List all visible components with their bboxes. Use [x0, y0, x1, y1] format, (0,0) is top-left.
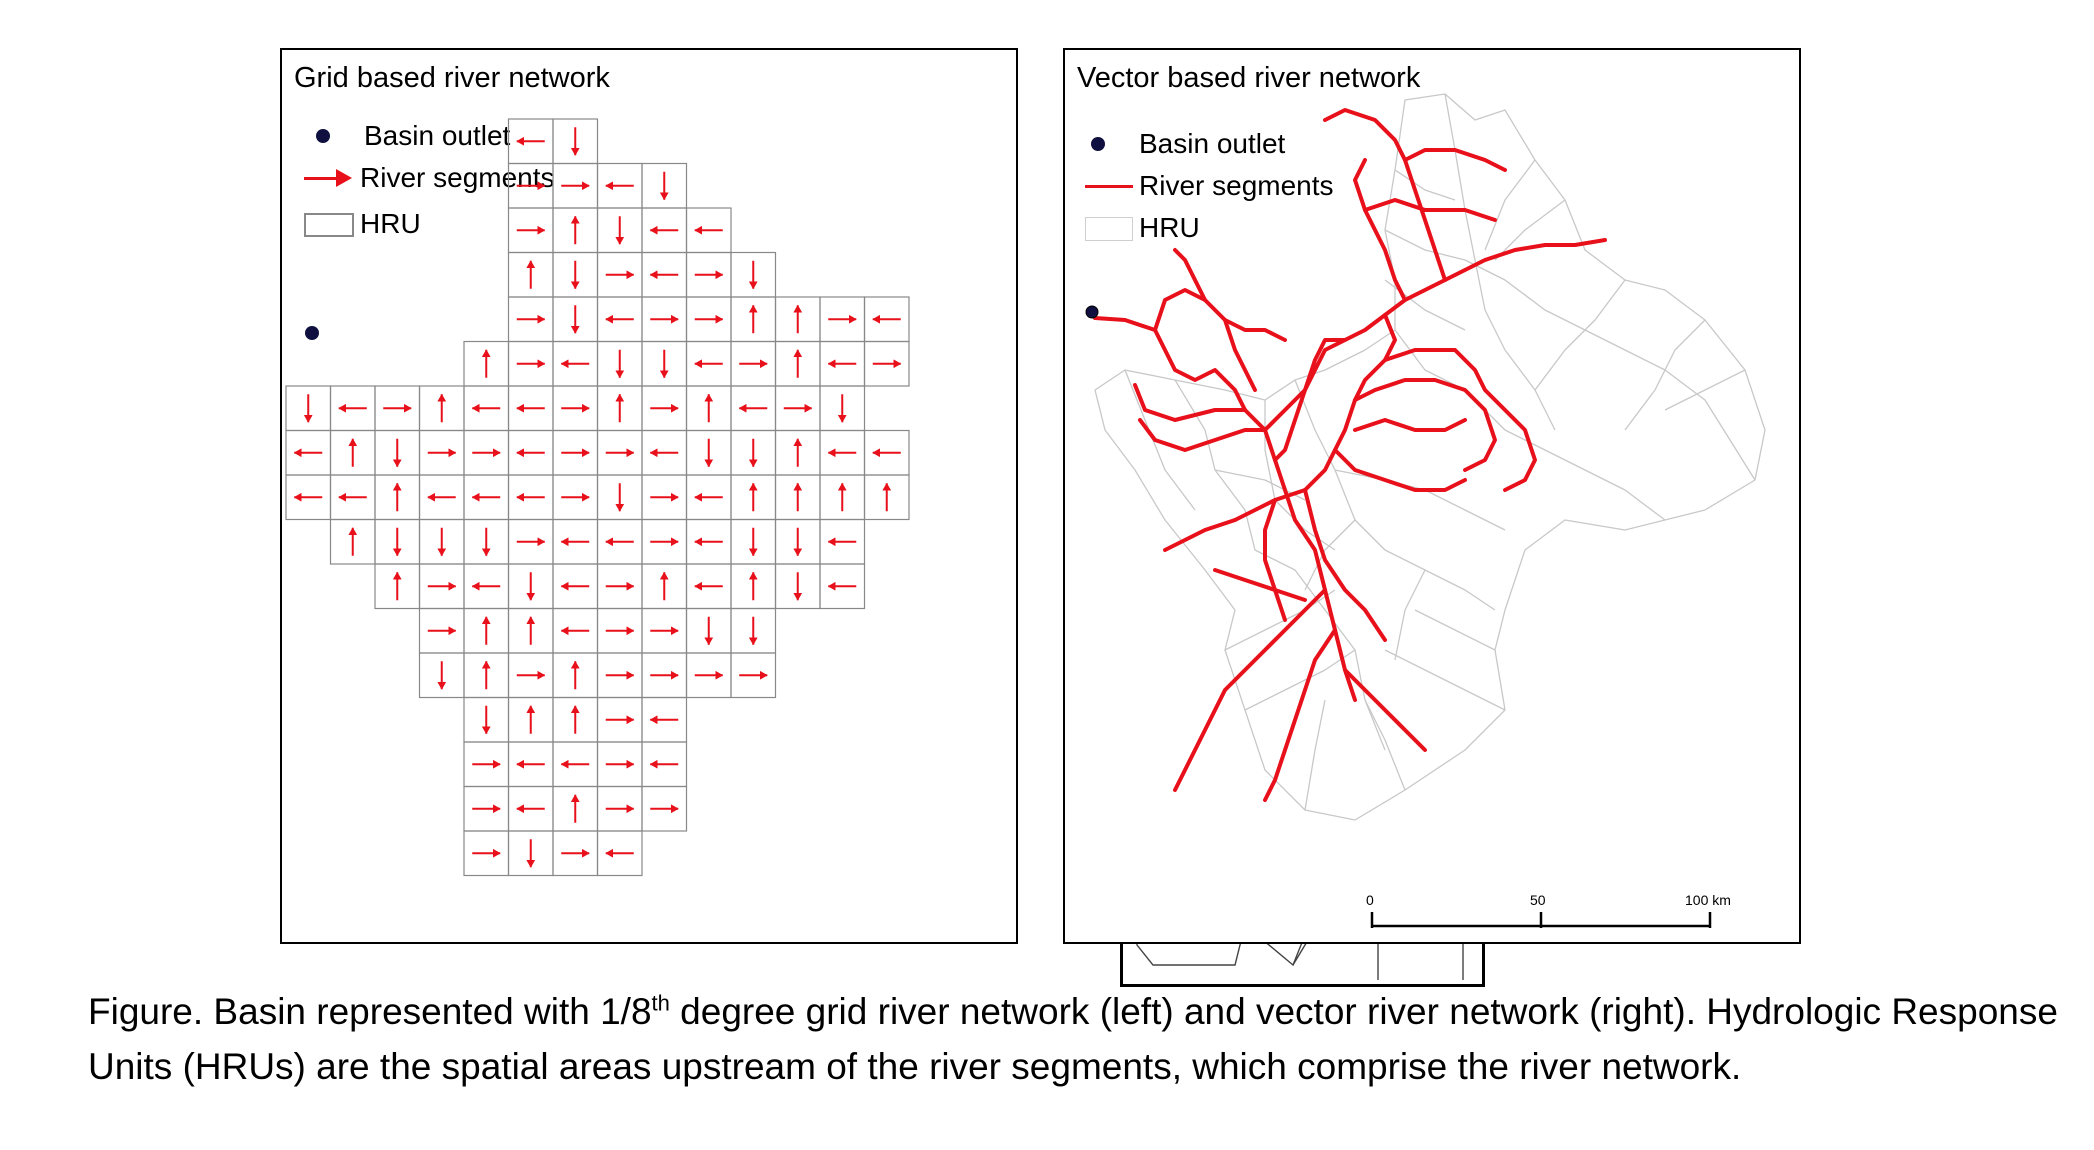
caption-part2: degree grid river network (left) and vec…: [88, 991, 2058, 1087]
legend-hru-vector: HRU: [1077, 212, 1200, 244]
figure-caption: Figure. Basin represented with 1/8th deg…: [88, 984, 2078, 1094]
scale-label-100: 100 km: [1685, 892, 1731, 908]
legend-segments-label: River segments: [360, 162, 555, 193]
vector-map-panel: Vector based river network Basin outlet …: [1063, 48, 1801, 944]
hru-box-icon: [304, 213, 354, 237]
caption-superscript: th: [651, 990, 670, 1016]
legend-hru: HRU: [298, 208, 421, 240]
grid-river-network-map: [285, 118, 910, 877]
scale-label-0: 0: [1366, 892, 1374, 908]
legend-segments: River segments: [298, 162, 555, 194]
legend-outlet-label: Basin outlet: [364, 120, 511, 151]
legend-hru-label: HRU: [360, 208, 421, 239]
legend-segments-vector: River segments: [1077, 170, 1334, 202]
legend-segments-label-vector: River segments: [1139, 170, 1334, 201]
legend-outlet-label-vector: Basin outlet: [1139, 128, 1286, 159]
basin-outlet-dot-icon: [1091, 137, 1105, 151]
river-line-icon: [1085, 185, 1133, 188]
legend-hru-label-vector: HRU: [1139, 212, 1200, 243]
grid-map-panel: Grid based river network Basin outlet Ri…: [280, 48, 1485, 987]
scale-label-50: 50: [1530, 892, 1546, 908]
caption-part1: Figure. Basin represented with 1/8: [88, 991, 652, 1032]
legend-outlet: Basin outlet: [302, 120, 510, 152]
river-arrow-icon: [336, 169, 352, 187]
hru-box-icon: [1085, 217, 1133, 241]
basin-outlet-dot-icon: [316, 129, 330, 143]
legend-outlet-vector: Basin outlet: [1077, 128, 1285, 160]
grid-panel-title: Grid based river network: [294, 62, 610, 94]
vector-river-network-map: [1085, 93, 1766, 821]
vector-panel-title: Vector based river network: [1077, 62, 1421, 94]
